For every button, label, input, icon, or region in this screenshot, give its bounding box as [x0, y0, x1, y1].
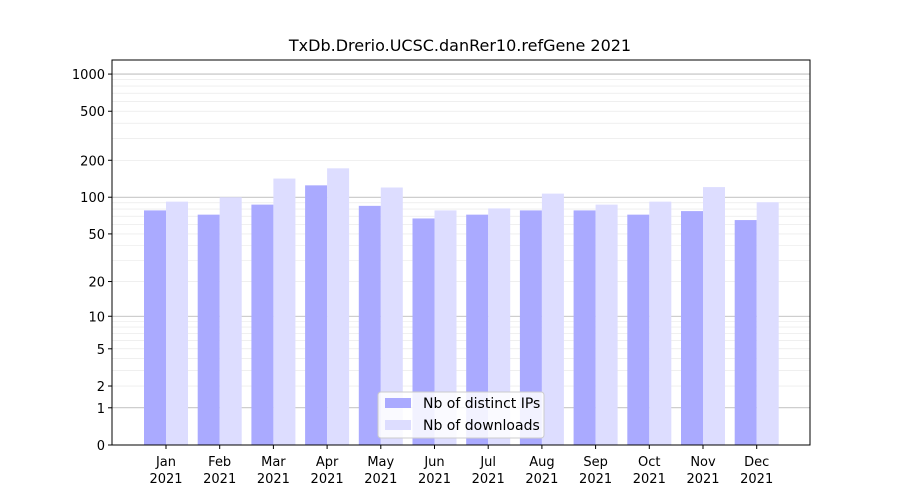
x-tick-label: Mar 2021 [257, 455, 290, 487]
bar-downloads [273, 178, 296, 445]
x-tick-year: 2021 [203, 472, 236, 487]
x-tick-month: Feb [208, 455, 231, 470]
legend-swatch-distinct-ips [385, 398, 411, 408]
x-tick-year: 2021 [311, 472, 344, 487]
y-tick-label: 1 [97, 402, 105, 417]
x-tick-label: Jan 2021 [149, 455, 182, 487]
bar-distinct-ips [305, 185, 328, 446]
bar-downloads [703, 187, 725, 446]
bar-distinct-ips [144, 210, 166, 445]
y-tick-label: 200 [80, 154, 105, 169]
bar-downloads [434, 210, 457, 445]
bar-distinct-ips [466, 214, 489, 445]
x-tick-label: May 2021 [364, 455, 397, 487]
bars-layer [144, 168, 779, 446]
legend-label-downloads: Nb of downloads [423, 418, 540, 434]
bar-downloads [380, 187, 403, 446]
x-tick-label: Jun 2021 [418, 455, 451, 487]
y-tick-label: 0 [97, 439, 105, 454]
x-tick-year: 2021 [472, 472, 505, 487]
x-tick-label: Feb 2021 [203, 455, 236, 487]
x-tick-month: Jul [479, 455, 496, 470]
y-tick-label: 500 [80, 105, 105, 120]
x-tick-label: Oct 2021 [633, 455, 666, 487]
x-tick-label: Apr 2021 [311, 455, 344, 487]
bar-downloads [327, 168, 350, 445]
x-tick-month: May [367, 455, 394, 470]
x-tick-month: Aug [529, 455, 554, 470]
x-tick-month: Jun [423, 455, 444, 470]
plot-frame [111, 59, 811, 446]
x-tick-year: 2021 [149, 472, 182, 487]
x-tick-label: Jul 2021 [472, 455, 505, 487]
legend-swatch-downloads [385, 420, 411, 430]
x-tick-month: Apr [316, 455, 339, 470]
bar-downloads [219, 197, 242, 445]
x-tick-label: Dec 2021 [740, 455, 773, 487]
x-tick-month: Nov [690, 455, 716, 470]
legend-label-distinct-ips: Nb of distinct IPs [423, 396, 540, 412]
bar-downloads [541, 193, 564, 445]
y-tick-label: 50 [88, 228, 105, 243]
x-tick-label: Sep 2021 [579, 455, 612, 487]
x-tick-year: 2021 [740, 472, 773, 487]
bar-distinct-ips [627, 214, 650, 445]
x-tick-month: Mar [261, 455, 286, 470]
y-axis: 0 1 2 5 10 20 50 100 200 500 1000 [72, 68, 112, 454]
y-tick-label: 10 [88, 310, 105, 325]
bar-downloads [649, 201, 672, 445]
x-tick-year: 2021 [525, 472, 558, 487]
x-tick-label: Nov 2021 [686, 455, 719, 487]
x-tick-month: Sep [583, 455, 608, 470]
bar-distinct-ips [734, 220, 757, 445]
y-tick-label: 20 [88, 276, 105, 291]
y-tick-label: 5 [97, 343, 105, 358]
bar-distinct-ips [197, 214, 220, 445]
legend: Nb of distinct IPs Nb of downloads [377, 391, 545, 439]
y-tick-label: 1000 [72, 68, 105, 83]
x-axis: Jan 2021 Feb 2021 Mar 2021 Apr 2021 May 2021 Jun 20… [149, 445, 773, 487]
bar-distinct-ips [681, 211, 703, 445]
x-tick-year: 2021 [364, 472, 397, 487]
legend-frame [377, 391, 545, 439]
bar-distinct-ips [573, 210, 596, 445]
x-tick-year: 2021 [418, 472, 451, 487]
bar-distinct-ips [358, 205, 381, 445]
y-tick-label: 100 [80, 191, 105, 206]
bar-downloads [488, 208, 511, 445]
x-tick-month: Dec [744, 455, 769, 470]
x-tick-year: 2021 [633, 472, 666, 487]
bar-downloads [166, 201, 188, 445]
y-tick-label: 2 [97, 380, 105, 395]
x-tick-month: Jan [155, 455, 176, 470]
x-tick-year: 2021 [579, 472, 612, 487]
chart-title: TxDb.Drerio.UCSC.danRer10.refGene 2021 [288, 36, 631, 55]
bar-downloads [756, 202, 779, 445]
x-tick-label: Aug 2021 [525, 455, 558, 487]
bar-distinct-ips [412, 218, 435, 445]
bar-distinct-ips [519, 210, 542, 445]
x-tick-year: 2021 [686, 472, 719, 487]
x-tick-year: 2021 [257, 472, 290, 487]
bar-distinct-ips [251, 204, 274, 445]
x-tick-month: Oct [638, 455, 660, 470]
bar-downloads [595, 204, 618, 445]
